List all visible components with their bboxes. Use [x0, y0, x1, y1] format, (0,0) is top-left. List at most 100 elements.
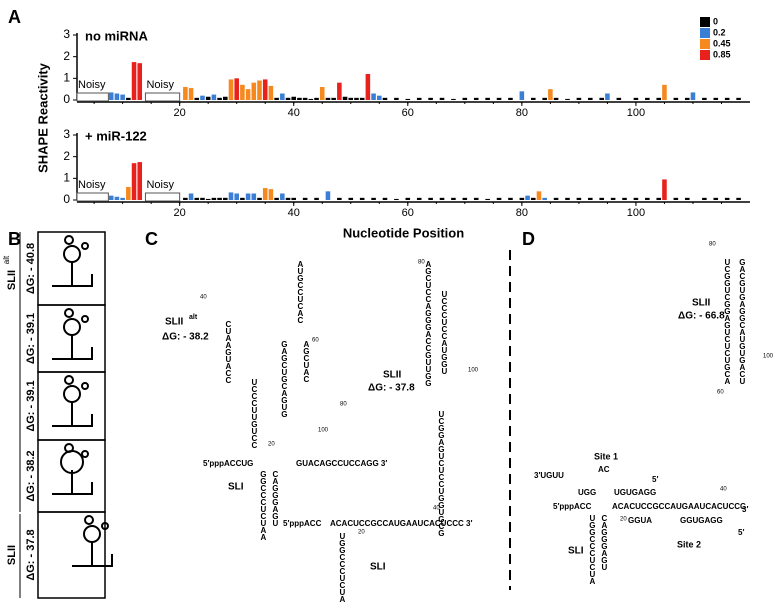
bar	[314, 197, 319, 200]
bar	[314, 97, 319, 100]
bar	[108, 92, 114, 100]
sequence: UCGGUCGGAGUCUCUGCA	[723, 258, 732, 384]
sequence: UCCCUUGUCC	[250, 378, 259, 448]
bar	[622, 197, 627, 200]
bar	[205, 198, 211, 200]
bar	[234, 193, 239, 200]
sequence: 5′	[652, 475, 658, 484]
bar	[194, 97, 200, 100]
bar	[211, 197, 217, 200]
bar	[137, 162, 143, 200]
bar	[120, 94, 125, 100]
bar	[280, 193, 285, 200]
bar	[599, 97, 604, 100]
bar	[291, 197, 297, 200]
bar	[736, 197, 741, 200]
bar	[576, 197, 582, 200]
bar	[599, 197, 604, 200]
sli-label: SLI	[228, 482, 244, 493]
noisy-box	[144, 192, 181, 202]
bar	[542, 97, 547, 100]
bar	[496, 197, 502, 200]
hairpin	[81, 450, 89, 458]
bar	[462, 97, 468, 100]
x-tick-label: 80	[516, 207, 528, 219]
group-label: SLII	[6, 270, 18, 290]
bar	[451, 197, 456, 200]
bar	[245, 193, 251, 200]
hairpin	[81, 242, 89, 250]
panel-subtitle: no miRNA	[85, 28, 148, 43]
bar	[297, 97, 302, 100]
hairpin	[64, 375, 74, 385]
sequence: GUACAGCCUCCAGG 3′	[296, 459, 387, 468]
bar	[616, 97, 622, 100]
noisy-label: Noisy	[78, 179, 106, 191]
bar	[228, 192, 234, 200]
bar	[673, 97, 679, 100]
bar	[713, 97, 719, 100]
bar	[251, 82, 257, 100]
hairpin	[64, 308, 74, 318]
delta-g: ΔG: - 40.8	[25, 243, 37, 294]
bar	[713, 197, 719, 200]
bar	[337, 197, 342, 200]
delta-g: ΔG: - 38.2	[25, 450, 37, 501]
loop	[63, 245, 81, 263]
sequence: AUGCCUCAC	[296, 260, 305, 323]
loop	[63, 318, 81, 336]
site-label: Site 1	[594, 451, 618, 461]
loop	[60, 450, 84, 474]
stem	[52, 262, 93, 287]
bar	[553, 197, 559, 200]
bar	[416, 97, 422, 100]
bar	[519, 91, 525, 100]
bar	[724, 197, 730, 200]
bar	[348, 97, 354, 100]
hairpin	[64, 235, 74, 245]
structure-name: SLII	[165, 317, 184, 328]
bar	[394, 198, 399, 200]
hairpin	[64, 443, 74, 453]
site-label: Site 2	[677, 539, 701, 549]
bar	[257, 197, 262, 200]
bar	[645, 197, 650, 200]
panel-label: D	[522, 229, 535, 249]
bar	[439, 97, 445, 100]
bar	[223, 96, 228, 100]
bar	[428, 97, 433, 100]
x-tick-label: 40	[288, 207, 300, 219]
bar	[291, 96, 297, 100]
bar	[485, 97, 490, 100]
bar	[416, 197, 422, 200]
sequence: UGGCCCUCUA	[338, 532, 347, 602]
bar	[240, 197, 245, 200]
bar	[605, 93, 610, 100]
bar	[736, 97, 741, 100]
bar	[553, 97, 559, 100]
sequence: AGCUCCAGGGACCGUUGG	[424, 260, 433, 386]
bar	[223, 197, 228, 200]
bar	[183, 87, 188, 100]
legend-swatch	[700, 39, 710, 49]
stem	[52, 335, 93, 360]
delta-g: ΔG: - 66.8	[678, 311, 725, 322]
bar	[240, 84, 245, 100]
group-label: SLII	[6, 545, 18, 565]
group-sup: alt	[2, 255, 11, 264]
sequence: 3′	[742, 505, 748, 514]
stem	[52, 470, 93, 495]
position-number: 80	[340, 402, 347, 408]
bar	[188, 88, 194, 100]
bar	[245, 89, 251, 100]
structure-name: SLII	[692, 298, 711, 309]
bar	[183, 197, 188, 200]
bar	[673, 197, 679, 200]
sequence: GGCCCUCUAA	[259, 470, 268, 540]
stem	[52, 402, 93, 427]
y-tick-label: 1	[63, 71, 70, 85]
sequence: 3′UGUU	[534, 471, 564, 480]
bar	[684, 197, 690, 200]
bar	[371, 93, 376, 100]
y-tick-label: 2	[63, 49, 70, 63]
